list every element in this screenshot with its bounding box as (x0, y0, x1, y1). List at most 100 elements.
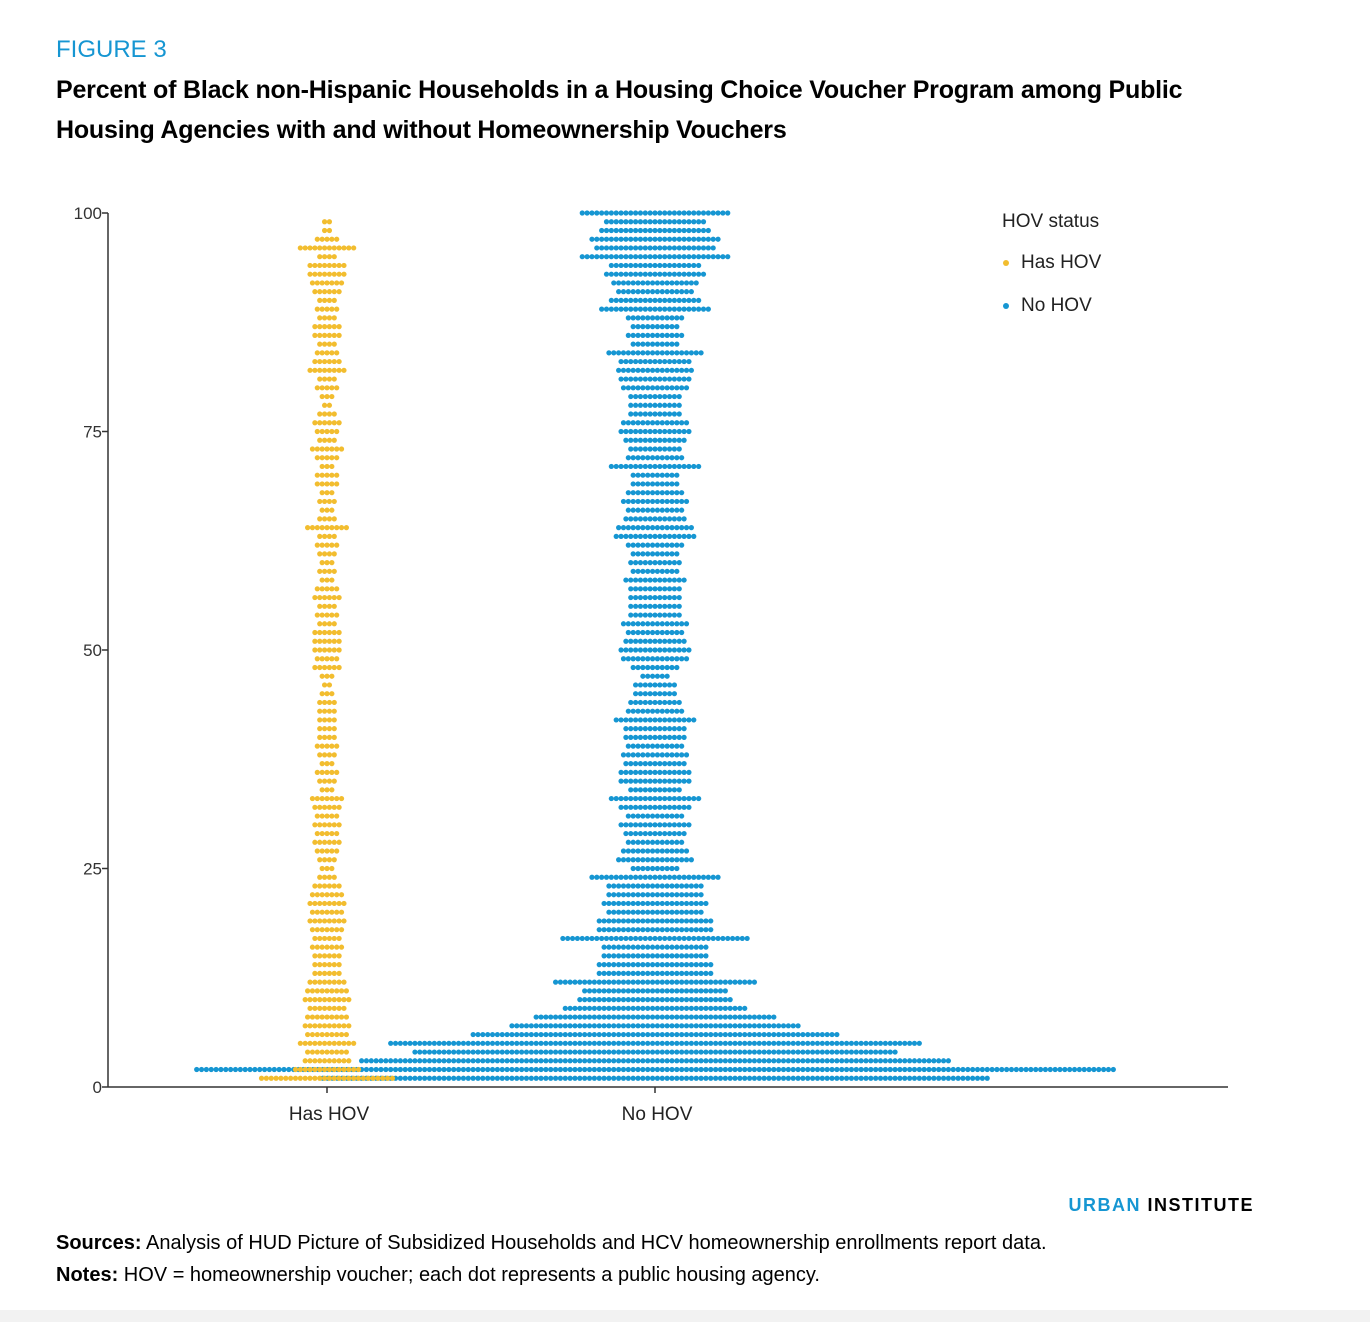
dot-no-hov (620, 962, 627, 968)
dot-no-hov (679, 892, 685, 898)
dot-no-hov (698, 927, 704, 933)
dot-no-hov (671, 219, 678, 225)
dot-no-hov (611, 1066, 617, 1073)
dot-has-hov (319, 350, 325, 356)
dot-no-hov (616, 289, 622, 295)
dot-no-hov (642, 874, 648, 880)
dot-no-hov (722, 1040, 728, 1046)
dot-has-hov (321, 682, 328, 688)
dot-has-hov (331, 979, 337, 985)
dot-no-hov (882, 1040, 888, 1046)
dot-no-hov (528, 1066, 534, 1073)
dot-no-hov (686, 254, 692, 260)
dot-has-hov (338, 1049, 345, 1055)
dot-no-hov (674, 315, 680, 321)
dot-no-hov (640, 341, 646, 347)
dot-no-hov (662, 822, 668, 828)
dot-no-hov (732, 1005, 738, 1011)
dot-no-hov (642, 935, 648, 942)
dot-no-hov (618, 210, 624, 216)
dot-no-hov (674, 341, 680, 347)
dot-no-hov (649, 892, 656, 898)
dot-no-hov (676, 795, 682, 802)
dot-has-hov (326, 962, 333, 968)
dot-no-hov (645, 280, 651, 286)
dot-no-hov (649, 673, 656, 679)
dot-no-hov (780, 1023, 787, 1029)
dot-has-hov (324, 560, 330, 566)
dot-has-hov (319, 909, 325, 915)
dot-no-hov (616, 997, 622, 1003)
dot-has-hov (334, 1049, 340, 1055)
dot-no-hov (198, 1066, 205, 1073)
dot-has-hov (314, 586, 320, 592)
dot-no-hov (640, 857, 646, 863)
dot-no-hov (674, 970, 680, 976)
dot-has-hov (331, 734, 337, 741)
dot-no-hov (700, 254, 707, 260)
dot-has-hov (343, 1031, 349, 1038)
dot-no-hov (654, 848, 661, 854)
dot-no-hov (717, 1023, 724, 1029)
dot-no-hov (407, 1075, 413, 1081)
dot-no-hov (645, 498, 651, 505)
dot-no-hov (649, 367, 656, 373)
dot-no-hov (582, 979, 588, 985)
dot-no-hov (669, 621, 675, 627)
dot-no-hov (679, 350, 685, 356)
y-tick-label: 75 (83, 423, 102, 442)
dot-has-hov (317, 315, 323, 321)
dot-no-hov (955, 1066, 961, 1073)
dot-no-hov (625, 350, 631, 356)
dot-no-hov (625, 839, 631, 845)
dot-has-hov (329, 236, 335, 242)
dot-has-hov (324, 813, 330, 819)
dot-has-hov (283, 1075, 289, 1081)
dot-no-hov (681, 236, 687, 242)
dot-no-hov (504, 1040, 510, 1046)
dot-no-hov (1033, 1066, 1039, 1073)
dot-has-hov (326, 568, 333, 574)
dot-no-hov (853, 1075, 859, 1081)
dot-no-hov (1081, 1066, 1087, 1073)
dot-no-hov (698, 1040, 704, 1046)
dot-no-hov (645, 743, 651, 749)
dot-no-hov (625, 979, 631, 985)
dot-no-hov (519, 1075, 525, 1081)
dot-no-hov (485, 1058, 491, 1064)
dot-no-hov (897, 1075, 903, 1081)
dot-no-hov (392, 1066, 399, 1073)
dot-no-hov (567, 1049, 573, 1055)
dot-has-hov (326, 682, 333, 688)
dot-has-hov (314, 1014, 320, 1020)
dot-no-hov (696, 254, 702, 260)
dot-no-hov (640, 1040, 646, 1046)
dot-no-hov (654, 813, 661, 819)
dot-no-hov (623, 437, 629, 443)
dot-no-hov (679, 752, 685, 758)
dot-no-hov (649, 865, 656, 872)
dot-has-hov (329, 673, 335, 679)
dot-no-hov (662, 227, 668, 234)
dot-no-hov (839, 1058, 845, 1064)
dot-no-hov (674, 1058, 680, 1064)
dot-no-hov (654, 900, 661, 907)
dot-no-hov (882, 1058, 888, 1064)
dot-no-hov (637, 795, 644, 802)
dot-has-hov (331, 1066, 337, 1073)
dot-no-hov (620, 997, 627, 1003)
dot-no-hov (628, 271, 634, 277)
dot-no-hov (625, 900, 631, 907)
dot-has-hov (319, 795, 325, 802)
dot-has-hov (334, 848, 340, 854)
dot-no-hov (645, 979, 651, 985)
dot-no-hov (567, 1005, 573, 1011)
dot-no-hov (713, 1075, 719, 1081)
dot-no-hov (664, 490, 670, 496)
dot-no-hov (642, 734, 648, 741)
dot-no-hov (397, 1058, 403, 1064)
dot-no-hov (635, 997, 641, 1003)
dot-has-hov (309, 1049, 316, 1055)
dot-has-hov (326, 219, 333, 225)
dot-no-hov (625, 962, 631, 968)
